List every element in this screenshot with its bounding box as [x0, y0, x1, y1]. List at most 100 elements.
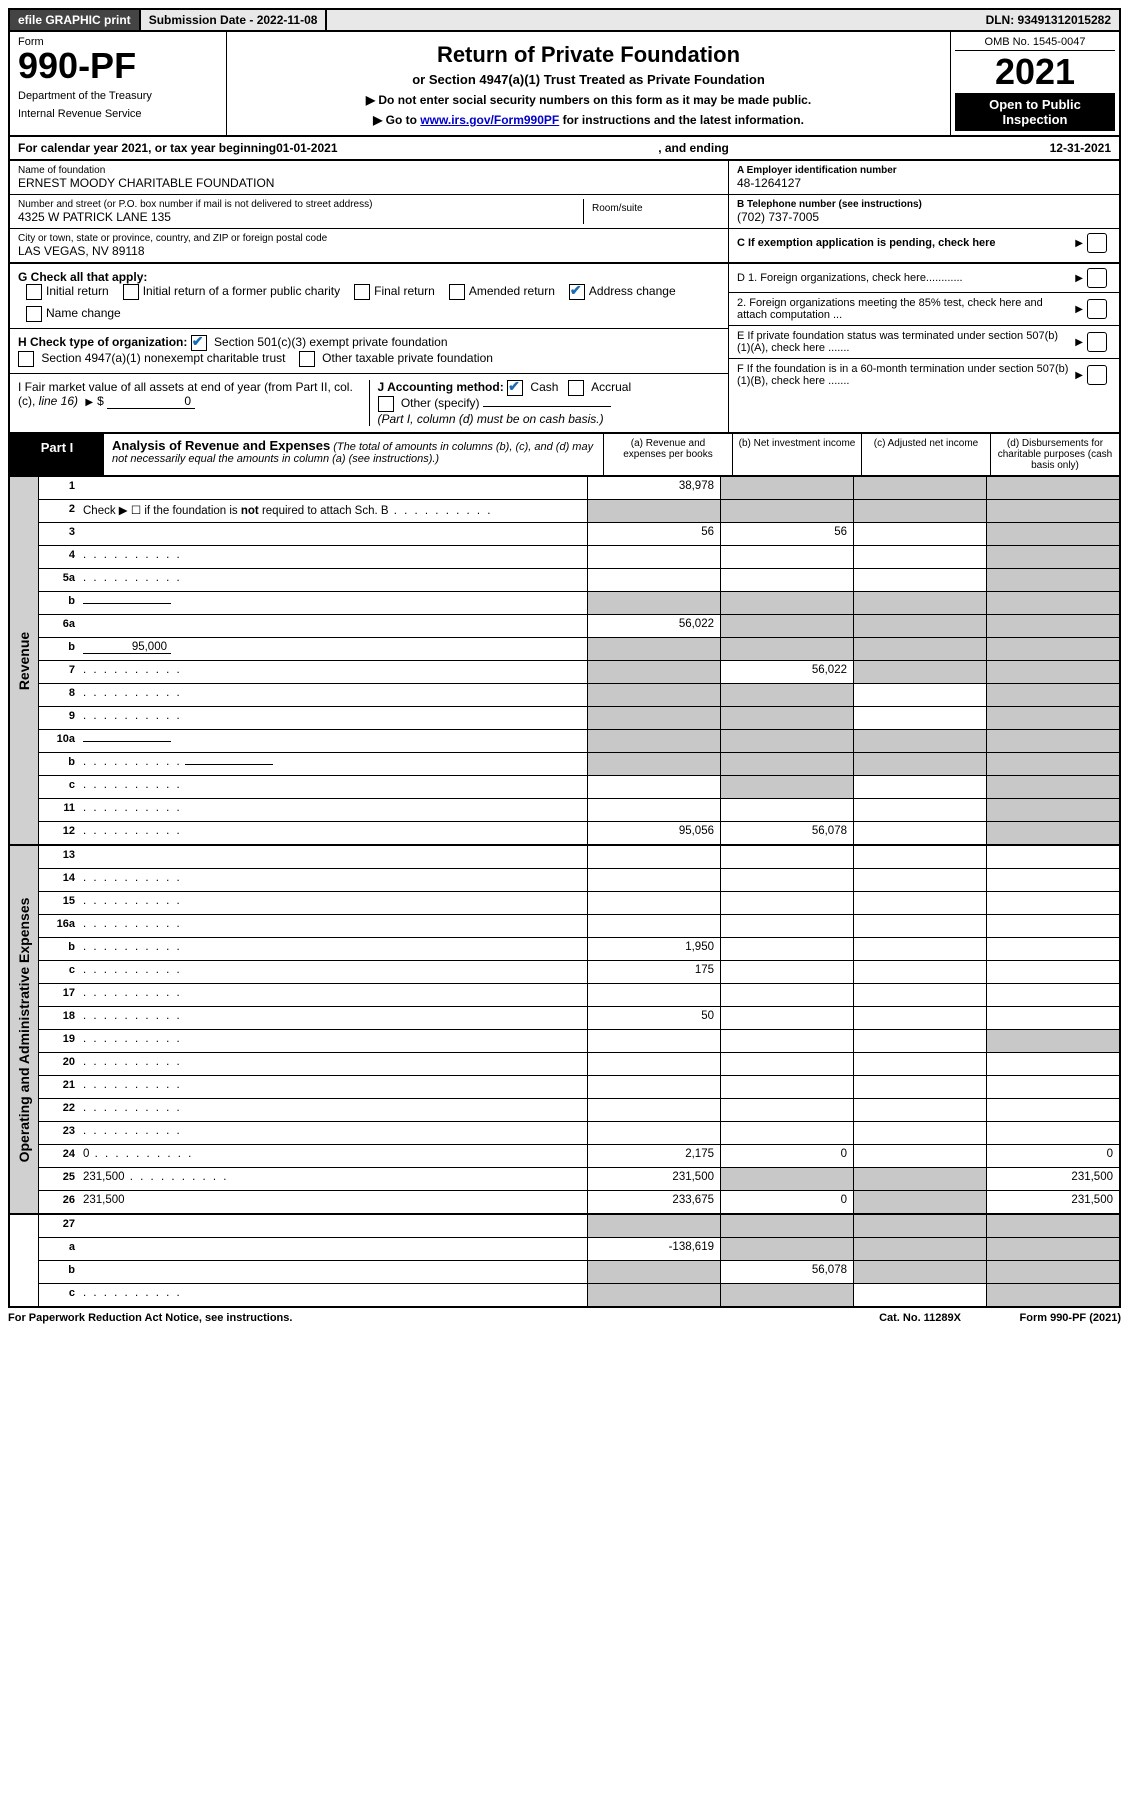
efile-print-button[interactable]: efile GRAPHIC print [10, 10, 141, 30]
amount-col-d [986, 707, 1119, 729]
amount-col-c [853, 1261, 986, 1283]
amount-col-d [986, 477, 1119, 499]
line-number: a [39, 1238, 79, 1260]
line-description [79, 1238, 587, 1260]
amount-col-b [720, 753, 853, 775]
h-4947-checkbox[interactable] [18, 351, 34, 367]
amount-col-a [587, 984, 720, 1006]
amount-col-a: 175 [587, 961, 720, 983]
amount-col-b [720, 1099, 853, 1121]
amount-col-c [853, 961, 986, 983]
amount-col-c [853, 753, 986, 775]
dln: DLN: 93491312015282 [978, 10, 1119, 30]
amount-col-c [853, 846, 986, 868]
amount-col-d [986, 961, 1119, 983]
line-description [79, 1030, 587, 1052]
amount-col-d [986, 684, 1119, 706]
amount-col-c [853, 799, 986, 821]
e-checkbox[interactable] [1087, 332, 1107, 352]
amount-col-d [986, 1099, 1119, 1121]
h-other-checkbox[interactable] [299, 351, 315, 367]
amount-col-c [853, 869, 986, 891]
foundation-city: LAS VEGAS, NV 89118 [18, 244, 720, 258]
amount-col-a: 95,056 [587, 822, 720, 844]
amount-col-a [587, 753, 720, 775]
city-label: City or town, state or province, country… [18, 233, 720, 244]
j-other-checkbox[interactable] [378, 396, 394, 412]
line-description [79, 1122, 587, 1144]
amount-col-a [587, 1030, 720, 1052]
g-opt-label: Name change [46, 306, 121, 320]
f-checkbox[interactable] [1087, 365, 1107, 385]
line-number: b [39, 592, 79, 614]
d1-label: D 1. Foreign organizations, check here..… [737, 272, 1071, 284]
amount-col-a [587, 592, 720, 614]
line-description [79, 1261, 587, 1283]
d1-checkbox[interactable] [1087, 268, 1107, 288]
irs-link[interactable]: www.irs.gov/Form990PF [420, 113, 559, 127]
g-check-row: G Check all that apply: Initial returnIn… [10, 264, 728, 329]
g-opt-checkbox-4[interactable] [569, 284, 585, 300]
amount-col-d [986, 1261, 1119, 1283]
g-opt-checkbox-1[interactable] [123, 284, 139, 300]
amount-col-c [853, 984, 986, 1006]
line-number: c [39, 961, 79, 983]
line-number: 15 [39, 892, 79, 914]
amount-col-c [853, 892, 986, 914]
open-to-public: Open to Public Inspection [955, 93, 1115, 131]
line-description [79, 869, 587, 891]
amount-col-c [853, 1076, 986, 1098]
amount-col-d [986, 661, 1119, 683]
amount-col-c [853, 1191, 986, 1213]
line-description [79, 776, 587, 798]
amount-col-d: 231,500 [986, 1168, 1119, 1190]
amount-col-a: -138,619 [587, 1238, 720, 1260]
d2-checkbox[interactable] [1087, 299, 1107, 319]
line-description [79, 730, 587, 752]
line-description [79, 1007, 587, 1029]
dept-treasury: Department of the Treasury [18, 90, 218, 102]
line-description [79, 477, 587, 499]
table-row: 35656 [39, 523, 1119, 546]
foundation-address: 4325 W PATRICK LANE 135 [18, 210, 583, 224]
j-cash-checkbox[interactable] [507, 380, 523, 396]
line-number: 21 [39, 1076, 79, 1098]
amount-col-b [720, 938, 853, 960]
line-description [79, 615, 587, 637]
addr-label: Number and street (or P.O. box number if… [18, 199, 583, 210]
amount-col-a: 50 [587, 1007, 720, 1029]
form-header: Form 990-PF Department of the Treasury I… [8, 32, 1121, 137]
table-row: b1,950 [39, 938, 1119, 961]
table-row: 19 [39, 1030, 1119, 1053]
amount-col-b: 56,078 [720, 822, 853, 844]
table-row: b56,078 [39, 1261, 1119, 1284]
part1-header: Part I Analysis of Revenue and Expenses … [8, 434, 1121, 477]
g-opt-checkbox-2[interactable] [354, 284, 370, 300]
amount-col-d [986, 615, 1119, 637]
c-exemption-checkbox[interactable] [1087, 233, 1107, 253]
j-accrual-checkbox[interactable] [568, 380, 584, 396]
amount-col-d [986, 753, 1119, 775]
amount-col-c [853, 569, 986, 591]
amount-col-c [853, 1168, 986, 1190]
g-opt-checkbox-3[interactable] [449, 284, 465, 300]
amount-col-b [720, 684, 853, 706]
line-number: 12 [39, 822, 79, 844]
g-opt-checkbox-5[interactable] [26, 306, 42, 322]
fmv-value: 0 [107, 394, 195, 409]
amount-col-d [986, 1007, 1119, 1029]
amount-col-c [853, 523, 986, 545]
amount-col-c [853, 1007, 986, 1029]
table-row: 5a [39, 569, 1119, 592]
amount-col-d [986, 984, 1119, 1006]
g-opt-checkbox-0[interactable] [26, 284, 42, 300]
amount-col-d [986, 523, 1119, 545]
line-number: 23 [39, 1122, 79, 1144]
h-501c3-checkbox[interactable] [191, 335, 207, 351]
line-number: 13 [39, 846, 79, 868]
amount-col-b [720, 892, 853, 914]
line-number: 9 [39, 707, 79, 729]
ein-value: 48-1264127 [737, 176, 1111, 190]
amount-col-c [853, 1053, 986, 1075]
opex-side-label: Operating and Administrative Expenses [10, 846, 39, 1213]
